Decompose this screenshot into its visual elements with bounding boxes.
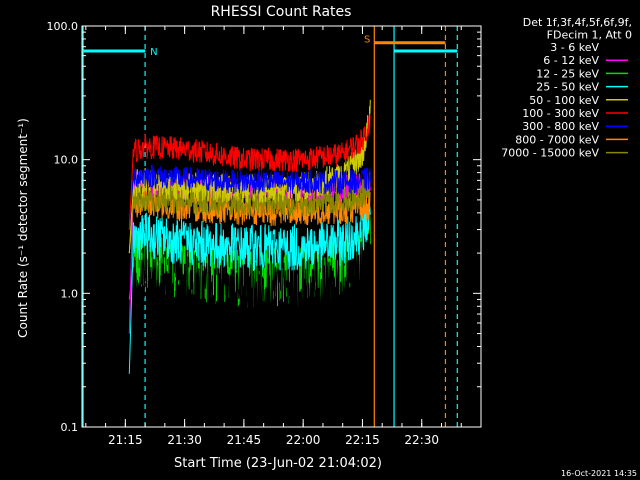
legend-entry-label: 12 - 25 keV — [536, 67, 599, 80]
series-lines — [128, 99, 371, 397]
x-tick-label: 21:30 — [167, 433, 202, 447]
night-bars: NS — [83, 35, 458, 58]
x-ticks: 21:15 21:30 21:45 22:00 22:15 22:30 — [85, 26, 462, 447]
legend-entry-label: 7000 - 15000 keV — [501, 147, 599, 160]
legend: Det 1f,3f,4f,5f,6f,9f,FDecim 1, Att 03 -… — [501, 16, 632, 160]
x-tick-label: 21:45 — [227, 433, 262, 447]
x-tick-label: 21:15 — [108, 433, 143, 447]
x-tick-label: 22:30 — [404, 433, 439, 447]
y-ticks: 0.1 1.0 10.0 100.0 — [47, 20, 481, 434]
x-tick-label: 22:00 — [286, 433, 321, 447]
legend-header: FDecim 1, Att 0 — [547, 29, 632, 42]
legend-entry-label: 50 - 100 keV — [529, 94, 599, 107]
series-line-300-800-kev — [128, 163, 371, 230]
flag-bar-label: S — [364, 35, 370, 46]
y-tick-label: 0.1 — [61, 421, 79, 434]
series-line-25-50-kev — [128, 205, 371, 374]
legend-entry-label: 25 - 50 keV — [536, 81, 599, 94]
series-line-100-300-kev — [128, 113, 371, 230]
x-axis-label: Start Time (23-Jun-02 21:04:02) — [174, 456, 382, 471]
legend-entry-label: 3 - 6 keV — [550, 41, 599, 54]
x-tick-label: 22:15 — [345, 433, 380, 447]
legend-entry-label: 100 - 300 keV — [522, 107, 599, 120]
legend-entry-label: 6 - 12 keV — [543, 54, 599, 67]
y-tick-label: 10.0 — [54, 154, 79, 167]
legend-entry-label: 800 - 7000 keV — [515, 133, 599, 146]
legend-header: Det 1f,3f,4f,5f,6f,9f, — [523, 16, 632, 29]
footer-timestamp: 16-Oct-2021 14:35 — [561, 469, 637, 478]
legend-entry-label: 300 - 800 keV — [522, 120, 599, 133]
flag-bar-label: N — [150, 47, 157, 58]
y-tick-label: 1.0 — [61, 287, 79, 300]
series-line-3-6-kev — [128, 207, 371, 397]
y-axis-label: Count Rate (s⁻¹ detector segment⁻¹) — [16, 118, 30, 338]
plot-frame — [81, 25, 482, 428]
chart-title: RHESSI Count Rates — [211, 4, 352, 20]
y-tick-label: 100.0 — [47, 20, 79, 33]
time-markers — [82, 26, 458, 427]
